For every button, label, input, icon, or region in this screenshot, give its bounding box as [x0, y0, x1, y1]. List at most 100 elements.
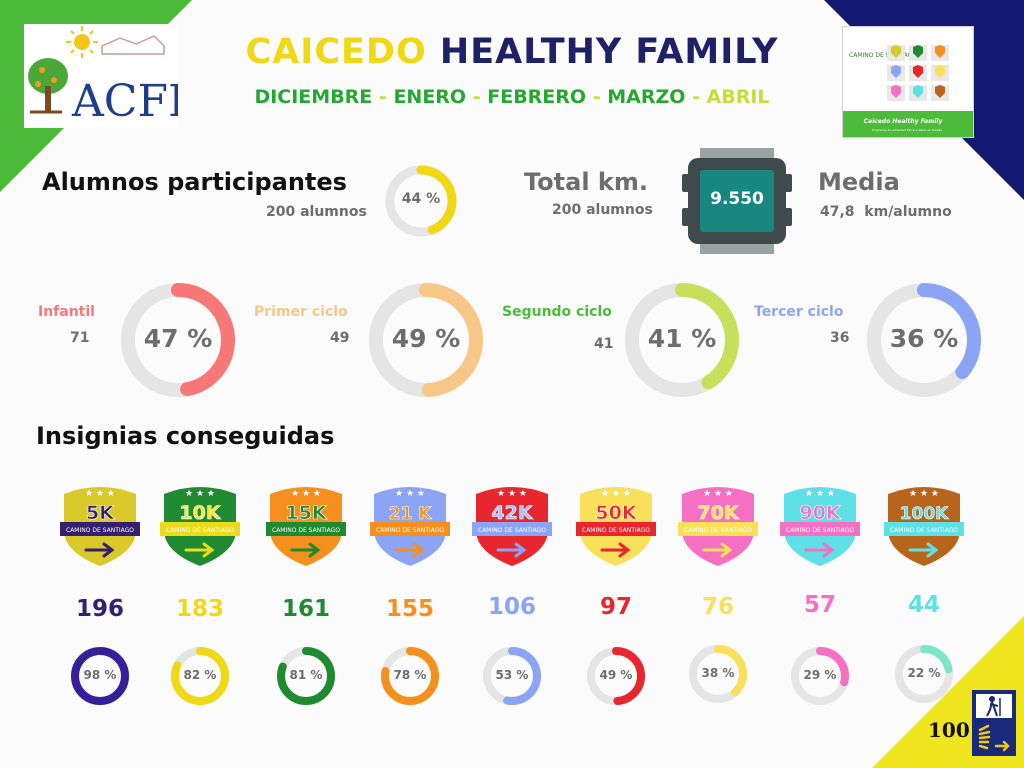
thumbnail-side-text: CAMINO DE SANTIAGO: [849, 52, 917, 59]
month-4: MARZO: [607, 86, 686, 108]
badge-pct: 78 %: [393, 668, 427, 682]
ring-arc: [121, 283, 235, 397]
ring-arc: [171, 647, 229, 705]
cycle-pct: 36 %: [889, 324, 959, 353]
badge-count: 44: [907, 592, 940, 618]
thumbnail-subtitle: Programa de actividad física y salud en …: [872, 128, 942, 132]
ring-arc: [867, 283, 981, 397]
badges-title: Insignias conseguidas: [36, 422, 335, 450]
thumbnail-title: Caicedo Healthy Family: [864, 118, 944, 125]
ring-arc: [483, 647, 541, 705]
badge-count: 161: [281, 596, 330, 622]
badge-ring: 29 %: [790, 646, 850, 706]
badge-ribbon-text: CAMINO DE SANTIAGO: [890, 527, 958, 534]
badge-ring: 22 %: [894, 644, 954, 704]
ring-arc: [381, 647, 439, 705]
badge-ribbon-text: CAMINO DE SANTIAGO: [582, 527, 650, 534]
participants-ring: 44 %: [384, 164, 458, 238]
svg-text:★ ★ ★: ★ ★ ★: [85, 489, 115, 499]
footer-100-mark: 100: [928, 718, 970, 742]
badge-ribbon-text: CAMINO DE SANTIAGO: [786, 527, 854, 534]
badge-ribbon-text: CAMINO DE SANTIAGO: [166, 527, 234, 534]
badge-shield-icon: ★ ★ ★ 10K CAMINO DE SANTIAGO: [160, 482, 240, 566]
program-thumbnail: CAMINO DE SANTIAGO Caicedo Healthy Famil…: [842, 26, 974, 138]
ring-arc: [71, 647, 129, 705]
badge-shield-icon: ★ ★ ★ 100K CAMINO DE SANTIAGO: [884, 482, 964, 566]
cycle-ring-segundo: 41 %: [624, 282, 740, 398]
badge-pct: 38 %: [701, 666, 735, 680]
cycle-ring-tercer: 36 %: [866, 282, 982, 398]
badge-ring: 49 %: [586, 646, 646, 706]
badge-ring: 53 %: [482, 646, 542, 706]
badge-ring: 82 %: [170, 646, 230, 706]
ring-arc: [587, 647, 645, 705]
cycle-pct: 41 %: [647, 324, 717, 353]
thumbnail-graphic: CAMINO DE SANTIAGO Caicedo Healthy Famil…: [843, 27, 973, 137]
month-2: ENERO: [393, 86, 467, 108]
badge-ring: 81 %: [276, 646, 336, 706]
school-logo: ACFR: [24, 24, 203, 128]
month-separator: -: [472, 86, 481, 108]
pilgrim-shell-icon: [972, 690, 1016, 756]
month-separator: -: [378, 86, 387, 108]
badge-shield-icon: ★ ★ ★ 70K CAMINO DE SANTIAGO: [678, 482, 758, 566]
svg-text:★ ★ ★: ★ ★ ★: [185, 489, 215, 499]
svg-text:★ ★ ★: ★ ★ ★: [497, 489, 527, 499]
media-value: 47,8 km/alumno: [820, 204, 952, 220]
badge-shield-icon: ★ ★ ★ 15K CAMINO DE SANTIAGO: [266, 482, 346, 566]
badge-pct: 29 %: [803, 668, 837, 682]
badge-ribbon-text: CAMINO DE SANTIAGO: [376, 527, 444, 534]
cycle-ring-infantil: 47 %: [120, 282, 236, 398]
svg-text:★ ★ ★: ★ ★ ★: [703, 489, 733, 499]
ring-arc: [369, 283, 483, 397]
badge-label: 10K: [179, 502, 221, 524]
participants-label: Alumnos participantes: [42, 168, 347, 196]
badge-ring: 38 %: [688, 644, 748, 704]
badge-pct: 53 %: [495, 668, 529, 682]
badge-count: 57: [803, 592, 836, 618]
svg-text:★ ★ ★: ★ ★ ★: [291, 489, 321, 499]
cycle-label: Segundo ciclo: [502, 304, 612, 320]
total-km-count: 200 alumnos: [552, 202, 653, 218]
title-part-2: HEALTHY FAMILY: [439, 32, 779, 72]
badge-ribbon-text: CAMINO DE SANTIAGO: [272, 527, 340, 534]
badge-shield-icon: ★ ★ ★ 21 K CAMINO DE SANTIAGO: [370, 482, 450, 566]
cycle-count: 49: [330, 330, 350, 346]
badge-count: 155: [385, 596, 434, 622]
page-title: CAICEDO HEALTHY FAMILY: [0, 32, 1024, 72]
month-5: ABRIL: [706, 86, 770, 108]
badge-count: 196: [75, 596, 124, 622]
svg-text:★ ★ ★: ★ ★ ★: [805, 489, 835, 499]
badge-ribbon-text: CAMINO DE SANTIAGO: [684, 527, 752, 534]
badge-count: 97: [599, 594, 632, 620]
ring-arc: [625, 283, 739, 397]
badge-shield-icon: ★ ★ ★ 90K CAMINO DE SANTIAGO: [780, 482, 860, 566]
badge-count: 106: [487, 594, 536, 620]
badge-ribbon-text: CAMINO DE SANTIAGO: [478, 527, 546, 534]
cycle-pct: 47 %: [143, 324, 213, 353]
badge-shield-icon: ★ ★ ★ 50K CAMINO DE SANTIAGO: [576, 482, 656, 566]
badge-shield-icon: ★ ★ ★ 42K CAMINO DE SANTIAGO: [472, 482, 552, 566]
badge-label: 70K: [697, 502, 739, 524]
months-line: DICIEMBRE - ENERO - FEBRERO - MARZO - AB…: [0, 86, 1024, 108]
badge-pct: 81 %: [289, 668, 323, 682]
cycle-count: 71: [70, 330, 90, 346]
media-label: Media: [818, 168, 900, 196]
month-3: FEBRERO: [487, 86, 587, 108]
badge-shield-icon: ★ ★ ★ 5K CAMINO DE SANTIAGO: [60, 482, 140, 566]
badge-label: 100K: [900, 504, 949, 524]
cycle-label: Tercer ciclo: [754, 304, 844, 320]
ring-arc: [277, 647, 335, 705]
total-km-value: 9.550: [710, 189, 764, 209]
ring-arc: [689, 645, 747, 703]
cycle-label: Infantil: [38, 304, 95, 320]
cycle-pct: 49 %: [391, 324, 461, 353]
month-1: DICIEMBRE: [254, 86, 373, 108]
badge-label: 50K: [595, 502, 637, 524]
svg-text:★ ★ ★: ★ ★ ★: [395, 489, 425, 499]
cycle-count: 41: [594, 336, 614, 352]
svg-text:★ ★ ★: ★ ★ ★: [601, 489, 631, 499]
badge-count: 76: [701, 594, 734, 620]
cycle-ring-primer: 49 %: [368, 282, 484, 398]
badge-ribbon-text: CAMINO DE SANTIAGO: [66, 527, 134, 534]
